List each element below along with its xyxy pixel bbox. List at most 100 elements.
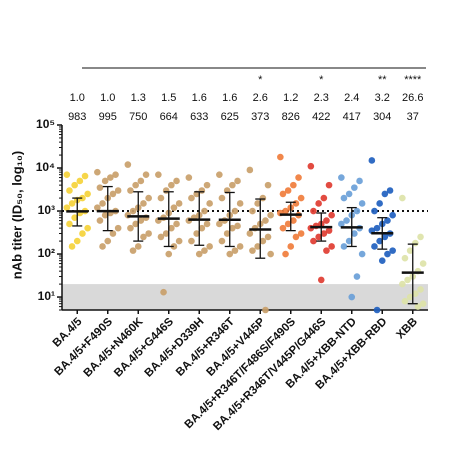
y-tick-label: 10² bbox=[38, 246, 55, 260]
data-point bbox=[267, 250, 274, 258]
significance: * bbox=[319, 74, 324, 86]
data-point bbox=[356, 177, 363, 185]
data-point bbox=[223, 230, 231, 237]
data-point bbox=[246, 166, 254, 174]
data-point bbox=[112, 171, 119, 178]
data-point bbox=[109, 190, 117, 198]
data-point bbox=[419, 260, 427, 267]
gmt-label: 664 bbox=[160, 111, 178, 123]
data-point bbox=[101, 177, 109, 185]
data-point bbox=[229, 181, 236, 189]
data-point bbox=[376, 237, 383, 245]
x-tick-label: BA.4/5+R346T/V445P/G446S bbox=[211, 316, 328, 433]
data-point bbox=[168, 224, 175, 232]
data-point bbox=[340, 194, 348, 202]
data-point bbox=[203, 181, 211, 189]
data-point bbox=[284, 187, 292, 194]
data-point bbox=[345, 190, 353, 198]
data-point bbox=[325, 181, 333, 189]
gmt-label: 373 bbox=[251, 111, 269, 123]
data-point bbox=[155, 171, 162, 178]
data-point bbox=[140, 233, 147, 241]
data-point bbox=[201, 247, 208, 254]
data-point bbox=[401, 254, 409, 262]
data-point bbox=[404, 276, 411, 284]
data-point bbox=[368, 157, 376, 164]
data-point bbox=[323, 247, 330, 254]
data-point bbox=[279, 190, 287, 198]
gmt-label: 37 bbox=[407, 111, 419, 123]
data-point bbox=[315, 233, 322, 241]
data-point bbox=[157, 194, 165, 202]
fold-change: 1.6 bbox=[192, 92, 207, 104]
data-point bbox=[236, 200, 244, 207]
data-point bbox=[267, 211, 274, 219]
data-point bbox=[160, 288, 167, 296]
fold-change: 2.6 bbox=[253, 92, 268, 104]
data-point bbox=[277, 153, 284, 161]
data-point bbox=[358, 250, 366, 258]
gmt-label: 417 bbox=[343, 111, 361, 123]
data-point bbox=[81, 172, 89, 180]
data-point bbox=[79, 194, 86, 202]
data-point bbox=[401, 297, 409, 305]
data-point bbox=[229, 224, 236, 232]
data-point bbox=[109, 230, 117, 237]
data-point bbox=[68, 200, 76, 207]
data-point bbox=[264, 181, 272, 189]
data-point bbox=[259, 237, 267, 245]
gmt-label: 750 bbox=[129, 111, 147, 123]
data-point bbox=[231, 207, 239, 215]
data-point bbox=[297, 230, 305, 237]
data-point bbox=[406, 293, 414, 301]
data-point bbox=[140, 200, 147, 207]
data-point bbox=[292, 200, 300, 207]
data-point bbox=[203, 220, 211, 228]
data-point bbox=[99, 200, 106, 207]
data-point bbox=[142, 171, 150, 178]
data-point bbox=[173, 220, 180, 228]
data-point bbox=[216, 220, 223, 228]
significance: * bbox=[258, 74, 263, 86]
fold-change: 1.6 bbox=[222, 92, 237, 104]
data-point bbox=[132, 181, 139, 189]
data-point bbox=[170, 243, 178, 250]
data-point bbox=[114, 224, 122, 232]
data-point bbox=[290, 217, 297, 224]
data-point bbox=[384, 217, 391, 224]
data-point bbox=[165, 250, 173, 258]
data-point bbox=[417, 286, 424, 293]
data-point bbox=[389, 247, 396, 254]
data-point bbox=[389, 211, 396, 219]
fold-change: 26.6 bbox=[402, 92, 423, 104]
data-point bbox=[262, 217, 269, 224]
data-point bbox=[310, 207, 317, 215]
data-point bbox=[295, 174, 302, 181]
data-point bbox=[231, 247, 239, 254]
data-point bbox=[132, 220, 139, 228]
data-point bbox=[129, 207, 137, 215]
data-point bbox=[157, 233, 165, 241]
data-point bbox=[76, 177, 84, 185]
data-point bbox=[216, 171, 223, 178]
data-point bbox=[129, 247, 137, 254]
data-point bbox=[351, 184, 358, 191]
data-point bbox=[343, 217, 350, 224]
data-point bbox=[315, 200, 322, 207]
data-point bbox=[84, 224, 91, 232]
gmt-label: 633 bbox=[190, 111, 208, 123]
data-point bbox=[353, 207, 361, 215]
y-tick-label: 10⁵ bbox=[36, 117, 55, 131]
data-point bbox=[338, 220, 345, 228]
data-point bbox=[340, 243, 348, 250]
data-point bbox=[193, 230, 200, 237]
fold-change: 1.2 bbox=[283, 92, 298, 104]
data-point bbox=[101, 211, 109, 219]
gmt-label: 625 bbox=[221, 111, 239, 123]
y-tick-label: 10³ bbox=[38, 203, 55, 217]
data-point bbox=[328, 211, 335, 219]
data-point bbox=[94, 168, 101, 176]
gmt-label: 422 bbox=[312, 111, 330, 123]
data-point bbox=[134, 243, 142, 250]
